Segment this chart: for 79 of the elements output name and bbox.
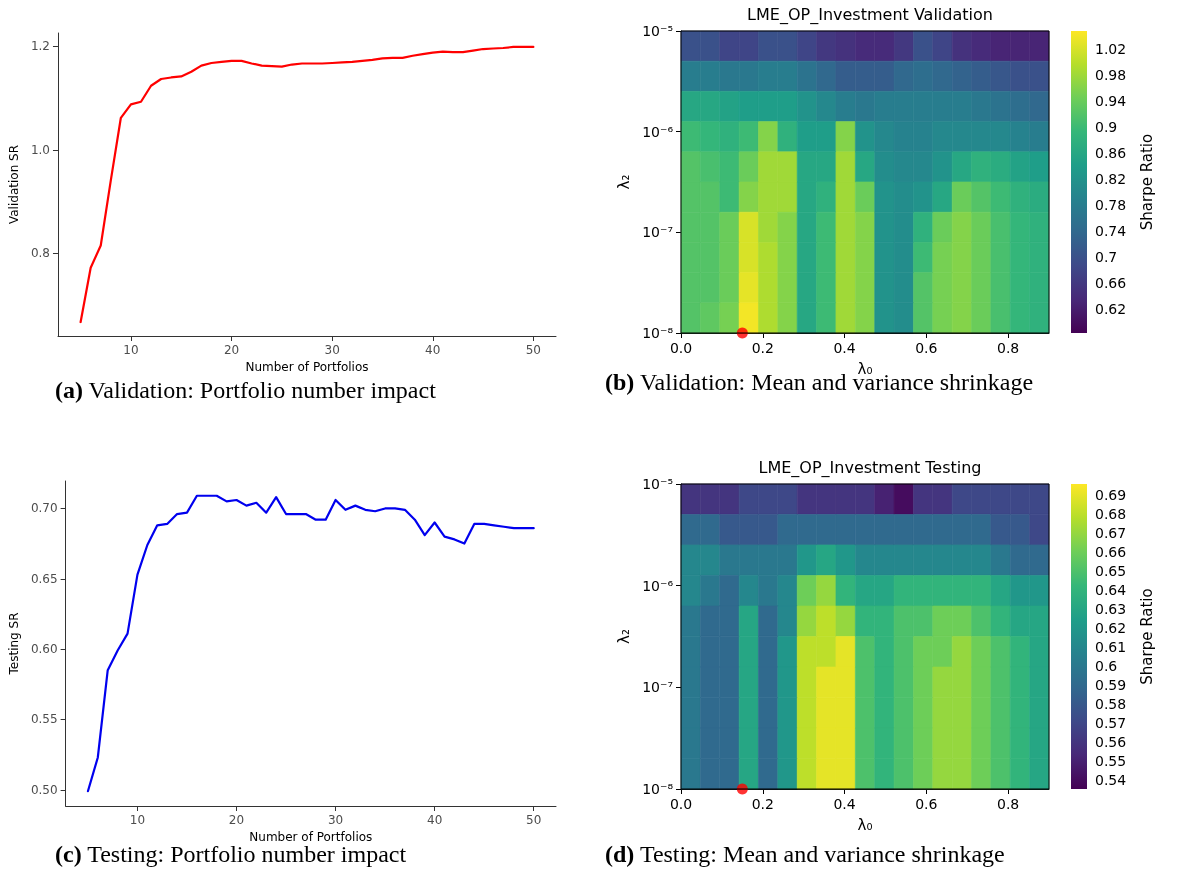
color-bar-label: 0.6 [1095, 657, 1118, 674]
x-tick-label: 0.6 [915, 796, 938, 812]
y-axis-title: Testing SR [7, 612, 21, 676]
color-bar-label: 0.57 [1095, 714, 1127, 731]
color-bar-label: 0.65 [1095, 563, 1127, 580]
x-tick-label: 0.0 [669, 340, 693, 356]
y-tick-label: 10⁻⁶ [642, 577, 674, 594]
color-bar-label: 0.62 [1095, 300, 1127, 317]
y-tick-label: 10⁻⁵ [642, 476, 673, 492]
y-tick-label: 0.65 [30, 571, 58, 586]
color-bar-label: 0.63 [1095, 601, 1127, 618]
chart-title: LME_OP_Investment Testing [758, 457, 982, 478]
x-axis-title: λ₀ [857, 815, 873, 834]
x-tick-label: 20 [223, 343, 240, 357]
color-bar-label: 0.59 [1095, 676, 1127, 693]
y-tick-label: 10⁻⁶ [642, 123, 674, 140]
text: (a) Validation: Portfolio number impact [55, 377, 437, 403]
y-tick-label: 0.60 [30, 642, 58, 657]
x-tick-label: 0.4 [833, 796, 856, 812]
x-tick-label: 0.4 [833, 340, 856, 356]
x-tick-label: 50 [526, 813, 542, 827]
color-bar-label: 0.61 [1095, 638, 1127, 655]
color-bar-label: 0.82 [1095, 170, 1127, 187]
y-tick-label: 10⁻⁸ [642, 781, 674, 797]
x-tick-label: 20 [228, 813, 245, 827]
x-tick-label: 0.2 [751, 340, 774, 356]
y-tick-label: 10⁻⁸ [642, 325, 674, 341]
color-bar-label: 1.02 [1095, 40, 1127, 57]
text: (d) Testing: Mean and variance shrinkage [605, 841, 1005, 867]
x-axis-title: Number of Portfolios [245, 359, 369, 374]
color-bar-label: 0.66 [1095, 544, 1127, 561]
color-bar-label: 0.78 [1095, 196, 1127, 213]
x-tick-label: 0.2 [751, 796, 774, 812]
y-tick-label: 10⁻⁵ [642, 23, 673, 39]
color-bar-label: 0.67 [1095, 525, 1127, 542]
color-bar-label: 0.98 [1095, 66, 1127, 83]
color-bar-title: Sharpe Ratio [1137, 588, 1156, 685]
y-tick-label: 0.50 [30, 782, 58, 797]
line-series [79, 45, 535, 324]
color-bar-label: 0.68 [1095, 506, 1127, 523]
color-bar-label: 0.66 [1095, 274, 1127, 291]
y-tick-label: 10⁻⁷ [642, 224, 673, 241]
color-bar-label: 0.54 [1095, 771, 1127, 788]
y-tick-label: 1.0 [30, 142, 50, 157]
x-tick-label: 30 [327, 813, 344, 827]
y-tick-label: 1.2 [30, 39, 50, 54]
y-tick-label: 0.8 [30, 246, 50, 261]
color-bar-label: 0.56 [1095, 733, 1127, 750]
y-tick-label: 10⁻⁷ [642, 679, 673, 696]
text: (c) Testing: Portfolio number impact [55, 841, 407, 867]
x-tick-label: 0.6 [915, 340, 938, 356]
x-tick-label: 0.0 [669, 796, 693, 812]
color-bar-label: 0.64 [1095, 582, 1127, 599]
x-tick-label: 0.8 [996, 796, 1020, 812]
y-axis-title: Validation SR [7, 144, 21, 225]
color-bar-label: 0.62 [1095, 619, 1127, 636]
color-bar-label: 0.9 [1095, 118, 1118, 135]
color-bar-label: 0.69 [1095, 487, 1127, 504]
color-bar-label: 0.74 [1095, 222, 1127, 239]
x-tick-label: 30 [324, 343, 340, 357]
color-bar-label: 0.7 [1095, 248, 1118, 265]
y-tick-label: 0.55 [30, 712, 58, 727]
x-tick-label: 10 [123, 343, 139, 357]
x-tick-label: 40 [425, 343, 441, 357]
color-bar-label: 0.86 [1095, 144, 1127, 161]
x-tick-label: 0.8 [996, 340, 1020, 356]
color-bar-title: Sharpe Ratio [1137, 133, 1156, 231]
y-axis-title: λ₂ [614, 174, 633, 190]
x-tick-label: 10 [129, 813, 146, 827]
line-series [86, 494, 535, 793]
chart-title: LME_OP_Investment Validation [747, 4, 993, 25]
x-tick-label: 50 [525, 343, 541, 357]
y-tick-label: 0.70 [30, 501, 58, 516]
x-tick-label: 40 [427, 813, 443, 827]
color-bar-label: 0.55 [1095, 752, 1127, 769]
y-axis-title: λ₂ [614, 629, 633, 644]
x-axis-title: Number of Portfolios [249, 829, 373, 844]
color-bar-label: 0.58 [1095, 695, 1127, 712]
color-bar-label: 0.94 [1095, 92, 1127, 109]
